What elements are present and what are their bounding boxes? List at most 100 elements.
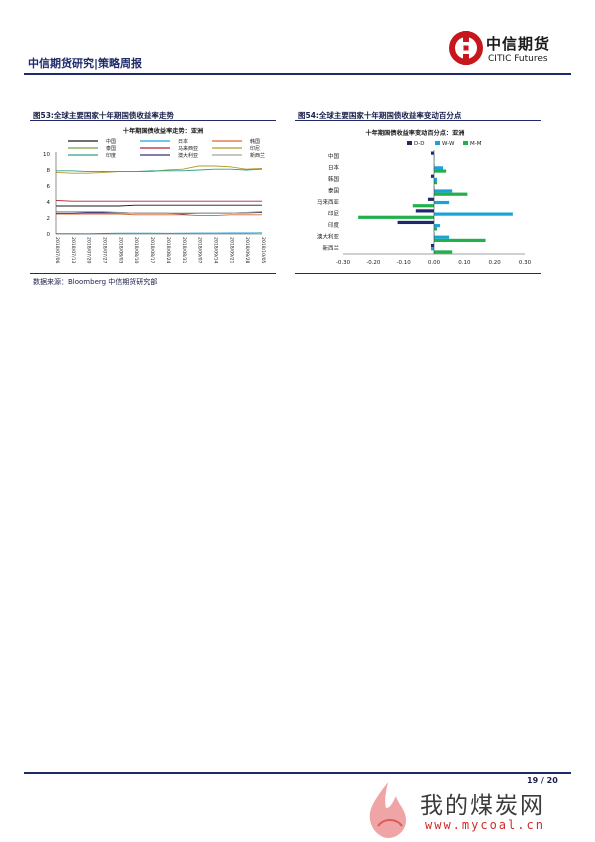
watermark-url: www.mycoal.cn [425, 818, 545, 832]
chart1-x-tick-label: 2018/07/13 [70, 237, 76, 264]
chart2-legend-swatch [463, 141, 468, 145]
citic-logo-icon [449, 31, 483, 65]
chart1-legend-label: 韩国 [250, 138, 260, 145]
chart1-x-tick-label: 2018/07/06 [54, 237, 60, 264]
chart1-series-line [56, 204, 262, 207]
chart1-x-tick-label: 2018/09/07 [197, 237, 203, 264]
chart2-bar [434, 212, 513, 216]
chart2-x-tick-label: -0.30 [336, 260, 351, 266]
chart1-series-line [56, 213, 262, 217]
figure-53-bottom-rule [30, 273, 276, 274]
chart1-legend-label: 泰国 [106, 145, 116, 152]
chart2-bar [434, 238, 486, 243]
header-divider [24, 73, 571, 75]
chart1-y-tick-label: 2 [47, 216, 51, 222]
chart2-bar [430, 174, 434, 178]
chart1-x-tick-label: 2018/07/20 [86, 237, 92, 264]
chart1-legend-label: 澳大利亚 [178, 152, 198, 159]
watermark-text: 我的煤炭网 [420, 793, 545, 819]
chart2-category-label: 泰国 [328, 186, 340, 194]
chart2-legend-swatch [407, 141, 412, 145]
chart2-category-label: 中国 [328, 152, 340, 160]
chart2-x-tick-label: 0.00 [428, 260, 441, 266]
chart1-series-line [56, 168, 263, 173]
chart1-y-tick-label: 8 [47, 168, 51, 174]
figure-54-top-rule [295, 120, 541, 121]
figure-54-title: 图54:全球主要国家十年期国债收益率变动百分点 [298, 111, 462, 120]
chart1-x-tick-label: 2018/08/03 [117, 237, 123, 264]
chart1-x-tick-label: 2018/09/14 [212, 237, 218, 264]
footer-divider [24, 772, 571, 774]
yield-change-bar-chart: 十年期国债收益率变动百分点：亚洲 D-D W-W M-M 中国日本韩国泰国马来西亚印… [317, 129, 532, 266]
chart2-category-label: 新西兰 [322, 244, 339, 252]
chart1-legend-label: 印度 [106, 152, 116, 159]
chart1-legend-label: 日本 [178, 138, 188, 145]
chart1-series-line [56, 211, 263, 214]
chart2-bar [434, 166, 444, 170]
chart2-bar [430, 247, 434, 251]
figure-53-top-rule [30, 120, 276, 121]
chart2-category-label: 韩国 [328, 175, 340, 183]
chart1-x-tick-label: 2018/09/21 [228, 237, 234, 264]
figure-53-title: 图53:全球主要国家十年期国债收益率走势 [33, 111, 174, 120]
chart2-bar [427, 197, 434, 201]
chart2-category-label: 日本 [328, 163, 340, 171]
figure-54-bottom-rule [295, 273, 541, 274]
chart2-legend-label: W-W [442, 141, 455, 147]
chart2-bar [430, 151, 434, 155]
chart1-x-tick-label: 2018/08/31 [181, 237, 187, 264]
chart2-bar [434, 189, 453, 193]
chart2-category-label: 印度 [328, 221, 340, 229]
chart2-x-tick-label: 0.30 [519, 260, 532, 266]
chart2-legend-swatch [435, 141, 440, 145]
chart2-bar [358, 215, 434, 219]
chart1-legend-label: 中国 [106, 138, 116, 145]
chart1-legend-label: 马来西亚 [178, 145, 198, 152]
chart2-bar [434, 177, 438, 182]
chart2-bar [434, 250, 453, 254]
chart1-legend-label: 印尼 [250, 145, 260, 152]
page-number: 19 / 20 [527, 776, 558, 785]
chart2-bar [397, 220, 434, 225]
chart2-category-label: 印尼 [328, 211, 340, 218]
chart1-x-tick-label: 2018/07/27 [102, 237, 108, 264]
data-source-note: 数据来源：Bloomberg 中信期货研究部 [33, 278, 158, 286]
chart2-bar [434, 200, 450, 205]
chart2-bar [415, 209, 434, 213]
chart2-title: 十年期国债收益率变动百分点：亚洲 [366, 129, 465, 137]
chart2-category-label: 澳大利亚 [317, 233, 340, 241]
chart2-bar [434, 227, 438, 231]
chart2-x-tick-label: -0.20 [366, 260, 381, 266]
chart2-legend-label: M-M [470, 141, 482, 147]
chart2-bar [434, 181, 438, 185]
chart1-series-line [56, 232, 263, 235]
chart2-bar [434, 169, 447, 173]
chart2-bar [434, 235, 450, 239]
chart1-legend-label: 新西兰 [250, 152, 265, 159]
chart2-bar [430, 243, 434, 248]
chart1-y-tick-label: 0 [47, 232, 51, 238]
chart2-bar [434, 192, 468, 196]
chart1-y-tick-label: 10 [43, 152, 50, 158]
chart1-y-tick-label: 6 [47, 184, 51, 190]
chart2-bar [434, 224, 441, 228]
chart2-bar [412, 204, 434, 208]
chart1-x-tick-label: 2018/09/28 [244, 237, 250, 264]
chart1-series-line [55, 199, 262, 202]
logo-text-en: CITIC Futures [488, 54, 548, 64]
chart1-y-tick-label: 4 [47, 200, 51, 206]
chart2-x-tick-label: 0.10 [458, 260, 471, 266]
logo-text-cn: 中信期货 [486, 35, 551, 53]
chart2-category-label: 马来西亚 [317, 198, 340, 206]
page-header-title: 中信期货研究|策略周报 [28, 57, 143, 70]
flame-watermark-icon [369, 782, 406, 838]
chart2-x-tick-label: 0.20 [489, 260, 502, 266]
chart2-x-tick-label: -0.10 [397, 260, 412, 266]
chart1-x-tick-label: 2018/10/05 [260, 237, 266, 264]
chart1-x-tick-label: 2018/08/10 [133, 237, 139, 264]
chart1-x-tick-label: 2018/08/17 [149, 237, 155, 264]
chart2-legend-label: D-D [414, 141, 424, 147]
chart1-x-tick-label: 2018/08/24 [165, 237, 171, 264]
chart1-title: 十年期国债收益率走势：亚洲 [123, 127, 203, 135]
